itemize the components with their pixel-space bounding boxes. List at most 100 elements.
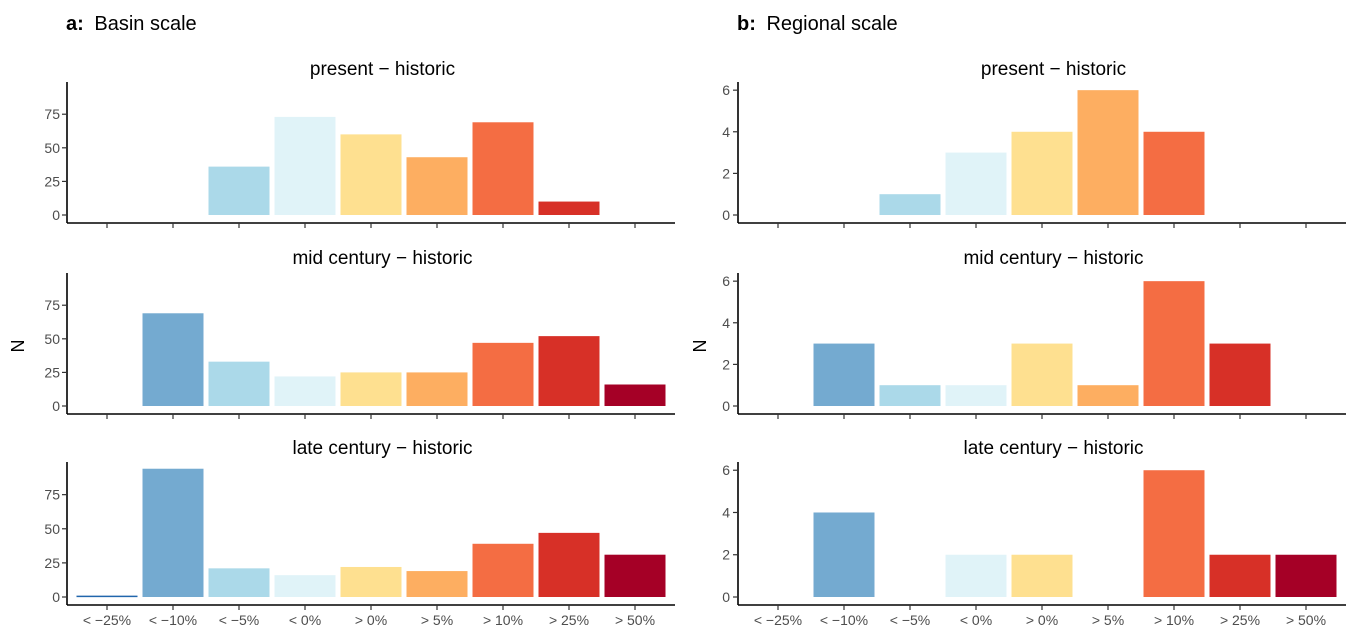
bar-5 xyxy=(1077,385,1139,406)
bar-7 xyxy=(1209,554,1271,597)
y-tick-label: 2 xyxy=(722,165,730,181)
x-tick-label: < −10% xyxy=(149,612,197,627)
x-tick-label: > 10% xyxy=(1154,612,1194,627)
x-tick-label: > 5% xyxy=(421,612,453,627)
bar-7 xyxy=(538,532,600,597)
bar-1 xyxy=(142,313,204,406)
x-tick-label: > 0% xyxy=(355,612,387,627)
y-tick-label: 50 xyxy=(44,521,60,537)
panel-b-label: b: xyxy=(737,13,756,35)
facet-title: present − historic xyxy=(981,59,1126,80)
bar-7 xyxy=(1209,343,1271,406)
panel-a-label: a: xyxy=(66,13,84,35)
bar-6 xyxy=(1143,281,1205,406)
y-tick-label: 6 xyxy=(722,273,730,289)
bar-1 xyxy=(813,343,875,406)
bar-3 xyxy=(945,152,1007,215)
bar-4 xyxy=(340,372,402,406)
y-tick-label: 75 xyxy=(44,487,60,503)
panel-a-facet-0: present − historic 0 25 50 75 xyxy=(44,59,675,228)
bar-6 xyxy=(472,122,534,215)
y-tick-label: 25 xyxy=(44,364,60,380)
y-tick-label: 75 xyxy=(44,106,60,122)
facet-title: present − historic xyxy=(310,59,455,80)
bar-5 xyxy=(1077,90,1139,215)
bar-1 xyxy=(813,512,875,597)
bar-6 xyxy=(472,543,534,597)
y-tick-label: 4 xyxy=(722,124,730,140)
y-tick-label: 4 xyxy=(722,315,730,331)
y-tick-label: 0 xyxy=(52,207,60,223)
y-tick-label: 6 xyxy=(722,462,730,478)
facet-title: late century − historic xyxy=(292,438,472,459)
y-tick-label: 75 xyxy=(44,297,60,313)
panel-a-facet-1: mid century − historic 0 25 50 75 xyxy=(44,248,675,419)
bar-6 xyxy=(1143,131,1205,215)
bar-5 xyxy=(406,157,468,215)
y-tick-label: 25 xyxy=(44,555,60,571)
y-tick-label: 0 xyxy=(52,398,60,414)
y-tick-label: 2 xyxy=(722,356,730,372)
x-tick-label: < −10% xyxy=(820,612,868,627)
y-tick-label: 50 xyxy=(44,140,60,156)
bar-7 xyxy=(538,336,600,406)
panel-b-title: Regional scale xyxy=(766,13,897,35)
bar-8 xyxy=(604,554,666,597)
bar-1 xyxy=(142,468,204,597)
bar-5 xyxy=(406,372,468,406)
bar-3 xyxy=(274,575,336,597)
bar-4 xyxy=(1011,554,1073,597)
x-tick-label: > 10% xyxy=(483,612,523,627)
x-tick-label: < −5% xyxy=(890,612,930,627)
x-tick-label: > 50% xyxy=(615,612,655,627)
bar-2 xyxy=(208,166,270,215)
x-tick-label: < 0% xyxy=(960,612,992,627)
panel-a-title: Basin scale xyxy=(94,13,196,35)
bar-4 xyxy=(1011,343,1073,406)
x-tick-label: > 0% xyxy=(1026,612,1058,627)
panel-a-facet-2: late century − historic 0 25 50 75 < −25% < −1… xyxy=(44,438,675,627)
y-tick-label: 2 xyxy=(722,547,730,563)
bar-2 xyxy=(879,194,941,215)
bar-7 xyxy=(538,201,600,215)
y-tick-label: 6 xyxy=(722,82,730,98)
bar-3 xyxy=(945,385,1007,406)
x-tick-label: < −25% xyxy=(83,612,131,627)
x-tick-label: < −25% xyxy=(754,612,802,627)
bar-2 xyxy=(879,385,941,406)
bar-5 xyxy=(406,571,468,597)
y-tick-label: 4 xyxy=(722,504,730,520)
y-tick-label: 50 xyxy=(44,331,60,347)
facet-title: mid century − historic xyxy=(292,248,472,269)
x-tick-label: < −5% xyxy=(219,612,259,627)
bar-3 xyxy=(274,376,336,406)
bar-3 xyxy=(274,116,336,215)
y-tick-label: 0 xyxy=(722,589,730,605)
facet-title: mid century − historic xyxy=(963,248,1143,269)
bar-2 xyxy=(208,568,270,597)
panel-b-heading: b: Regional scale xyxy=(737,13,898,35)
x-tick-label: > 50% xyxy=(1286,612,1326,627)
bar-6 xyxy=(472,342,534,406)
bar-0 xyxy=(76,595,138,598)
x-tick-label: < 0% xyxy=(289,612,321,627)
panel-a-heading: a: Basin scale xyxy=(66,13,197,35)
bar-8 xyxy=(604,384,666,406)
panel-b-facet-2: late century − historic 0 2 4 6 < −25% < −10% <… xyxy=(722,438,1346,627)
x-tick-label: > 25% xyxy=(1220,612,1260,627)
bar-4 xyxy=(1011,131,1073,215)
panel-b-facet-1: mid century − historic 0 2 4 6 xyxy=(722,248,1346,419)
x-tick-label: > 25% xyxy=(549,612,589,627)
panel-b-facet-0: present − historic 0 2 4 6 xyxy=(722,59,1346,228)
bar-8 xyxy=(1275,554,1337,597)
y-tick-label: 25 xyxy=(44,173,60,189)
bar-4 xyxy=(340,134,402,215)
y-tick-label: 0 xyxy=(722,207,730,223)
bar-3 xyxy=(945,554,1007,597)
bar-2 xyxy=(208,361,270,406)
bar-4 xyxy=(340,566,402,597)
panel-a-ylabel: N xyxy=(8,340,28,353)
panel-b-ylabel: N xyxy=(690,340,710,353)
y-tick-label: 0 xyxy=(722,398,730,414)
